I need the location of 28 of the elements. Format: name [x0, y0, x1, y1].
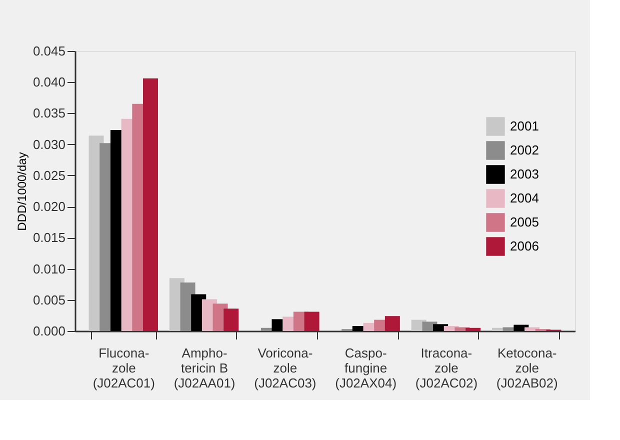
y-tick-label: 0.015: [32, 230, 66, 246]
legend-label: 2002: [510, 142, 539, 158]
x-tick-label: Ampho- tericin B (J02AA01): [174, 346, 236, 390]
legend-label: 2005: [510, 214, 539, 230]
y-tick-label: 0.040: [32, 74, 66, 90]
y-axis-title: DDD/1000/day: [14, 152, 29, 231]
y-tick-label: 0.025: [32, 168, 66, 183]
x-tick-label: Caspo- fungine (J02AX04): [335, 346, 397, 390]
x-tick-label: Flucona- zole (J02AC01): [92, 346, 155, 390]
y-tick-label: 0.035: [32, 106, 66, 121]
legend-label: 2004: [510, 190, 539, 206]
y-tick-label: 0.010: [32, 261, 66, 276]
y-tick-label: 0.020: [32, 199, 66, 214]
bar: [304, 312, 320, 331]
bar: [142, 78, 158, 331]
x-tick-label: Voricona- zole (J02AC03): [254, 346, 316, 390]
y-tick-label: 0.045: [32, 44, 66, 58]
y-tick-label: 0.000: [32, 324, 66, 338]
y-tick-label: 0.030: [32, 136, 66, 152]
x-tick-label: Ketocona- zole (J02AB02): [496, 346, 558, 390]
legend-label: 2001: [510, 118, 539, 134]
legend-label: 2006: [510, 238, 539, 254]
y-tick-label: 0.005: [32, 292, 66, 308]
legend-label: 2003: [510, 166, 539, 182]
bar: [224, 308, 239, 331]
bar: [466, 328, 481, 331]
x-tick-label: Itracona- zole (J02AC02): [415, 346, 478, 390]
bar: [384, 316, 400, 331]
